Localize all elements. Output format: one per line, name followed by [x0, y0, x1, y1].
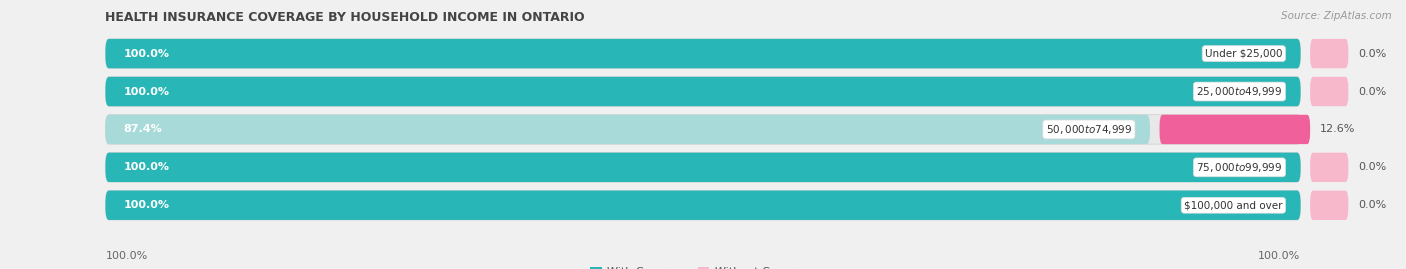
Text: 100.0%: 100.0% — [124, 49, 169, 59]
FancyBboxPatch shape — [105, 39, 1301, 68]
Text: $75,000 to $99,999: $75,000 to $99,999 — [1197, 161, 1282, 174]
Text: Source: ZipAtlas.com: Source: ZipAtlas.com — [1281, 11, 1392, 21]
FancyBboxPatch shape — [1310, 153, 1348, 182]
Text: $25,000 to $49,999: $25,000 to $49,999 — [1197, 85, 1282, 98]
Text: 0.0%: 0.0% — [1358, 200, 1386, 210]
FancyBboxPatch shape — [1310, 39, 1348, 68]
FancyBboxPatch shape — [105, 190, 1301, 220]
FancyBboxPatch shape — [1310, 190, 1348, 220]
FancyBboxPatch shape — [105, 153, 1301, 182]
FancyBboxPatch shape — [105, 115, 1301, 144]
Text: 100.0%: 100.0% — [105, 250, 148, 261]
FancyBboxPatch shape — [1310, 77, 1348, 106]
Text: 100.0%: 100.0% — [124, 87, 169, 97]
Text: 0.0%: 0.0% — [1358, 162, 1386, 172]
Text: $50,000 to $74,999: $50,000 to $74,999 — [1046, 123, 1132, 136]
Text: 0.0%: 0.0% — [1358, 87, 1386, 97]
Text: $100,000 and over: $100,000 and over — [1184, 200, 1282, 210]
Legend: With Coverage, Without Coverage: With Coverage, Without Coverage — [586, 262, 820, 269]
Text: 87.4%: 87.4% — [124, 125, 162, 134]
FancyBboxPatch shape — [105, 77, 1301, 106]
Text: Under $25,000: Under $25,000 — [1205, 49, 1282, 59]
FancyBboxPatch shape — [105, 77, 1301, 106]
FancyBboxPatch shape — [105, 190, 1301, 220]
Text: 100.0%: 100.0% — [124, 162, 169, 172]
FancyBboxPatch shape — [105, 39, 1301, 68]
Text: 100.0%: 100.0% — [124, 200, 169, 210]
Text: 0.0%: 0.0% — [1358, 49, 1386, 59]
FancyBboxPatch shape — [1160, 115, 1310, 144]
Text: 100.0%: 100.0% — [1258, 250, 1301, 261]
Text: 12.6%: 12.6% — [1320, 125, 1355, 134]
FancyBboxPatch shape — [105, 153, 1301, 182]
Text: HEALTH INSURANCE COVERAGE BY HOUSEHOLD INCOME IN ONTARIO: HEALTH INSURANCE COVERAGE BY HOUSEHOLD I… — [105, 11, 585, 24]
FancyBboxPatch shape — [105, 115, 1150, 144]
